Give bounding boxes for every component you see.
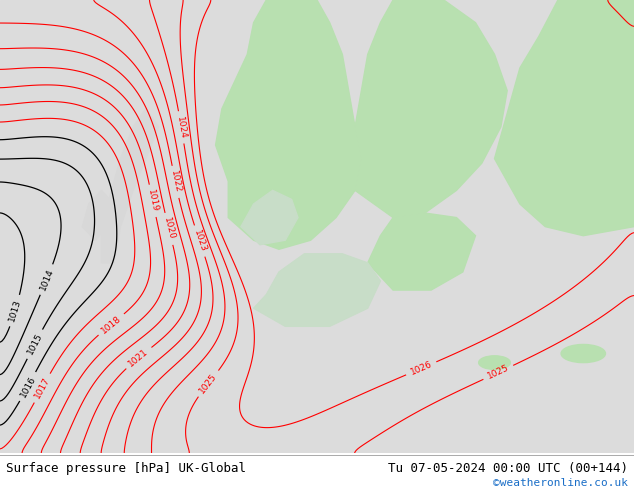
Text: 1024: 1024 — [175, 115, 188, 139]
Text: 1018: 1018 — [100, 314, 123, 335]
Text: 1020: 1020 — [162, 217, 176, 241]
Text: ©weatheronline.co.uk: ©weatheronline.co.uk — [493, 478, 628, 488]
Polygon shape — [216, 0, 361, 249]
Text: 1025: 1025 — [198, 372, 219, 395]
Polygon shape — [495, 0, 634, 236]
Text: 1016: 1016 — [18, 374, 37, 399]
Polygon shape — [254, 254, 380, 326]
Polygon shape — [368, 213, 476, 290]
Text: 1025: 1025 — [486, 364, 510, 381]
Text: 1026: 1026 — [409, 360, 434, 377]
Ellipse shape — [561, 344, 605, 363]
Polygon shape — [355, 0, 507, 218]
Text: Tu 07-05-2024 00:00 UTC (00+144): Tu 07-05-2024 00:00 UTC (00+144) — [387, 463, 628, 475]
Text: 1019: 1019 — [146, 189, 159, 213]
Polygon shape — [241, 191, 298, 245]
Text: 1017: 1017 — [33, 376, 51, 400]
Text: 1013: 1013 — [8, 298, 23, 323]
Text: Surface pressure [hPa] UK-Global: Surface pressure [hPa] UK-Global — [6, 463, 247, 475]
Polygon shape — [82, 191, 114, 240]
Polygon shape — [101, 109, 158, 263]
Text: 1023: 1023 — [191, 229, 207, 253]
Text: 1021: 1021 — [127, 347, 150, 368]
Text: 1022: 1022 — [169, 170, 182, 194]
Ellipse shape — [479, 356, 510, 369]
Text: 1015: 1015 — [25, 332, 44, 356]
Text: 1014: 1014 — [38, 268, 55, 292]
